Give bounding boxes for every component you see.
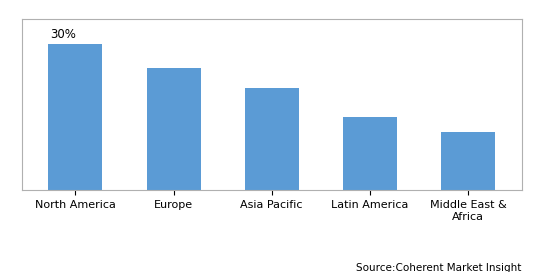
- Text: 30%: 30%: [51, 28, 76, 41]
- Bar: [48, 44, 102, 190]
- Bar: [146, 68, 201, 190]
- Bar: [441, 132, 495, 190]
- Bar: [343, 117, 397, 190]
- Bar: [245, 88, 299, 190]
- Text: Source:Coherent Market Insight: Source:Coherent Market Insight: [357, 263, 522, 272]
